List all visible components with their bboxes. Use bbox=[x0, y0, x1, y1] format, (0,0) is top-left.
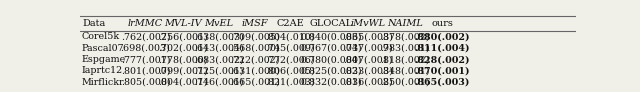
Text: .638(.003): .638(.003) bbox=[194, 32, 244, 41]
Text: iMSF: iMSF bbox=[241, 19, 268, 28]
Text: Corel5k: Corel5k bbox=[82, 32, 120, 41]
Text: .756(.001): .756(.001) bbox=[158, 32, 207, 41]
Text: .778(.000): .778(.000) bbox=[158, 55, 207, 64]
Text: .880(.002): .880(.002) bbox=[414, 32, 470, 41]
Text: .828(.002): .828(.002) bbox=[414, 55, 470, 64]
Text: .709(.005): .709(.005) bbox=[230, 32, 280, 41]
Text: 0.825(0.002): 0.825(0.002) bbox=[300, 66, 362, 75]
Text: .665(.001): .665(.001) bbox=[230, 78, 280, 87]
Text: .818(.002): .818(.002) bbox=[380, 55, 429, 64]
Text: .804(.001): .804(.001) bbox=[158, 78, 207, 87]
Text: .722(.002): .722(.002) bbox=[230, 55, 279, 64]
Text: Espgame: Espgame bbox=[82, 55, 126, 64]
Text: iMvWL: iMvWL bbox=[350, 19, 385, 28]
Text: .806(.005): .806(.005) bbox=[266, 66, 315, 75]
Text: .870(.001): .870(.001) bbox=[414, 66, 470, 75]
Text: .631(.000): .631(.000) bbox=[230, 66, 280, 75]
Text: 0.780(0.004): 0.780(0.004) bbox=[300, 55, 362, 64]
Text: .801(.000): .801(.000) bbox=[121, 66, 170, 75]
Text: Mirflickr: Mirflickr bbox=[82, 78, 125, 87]
Text: 0.840(0.003): 0.840(0.003) bbox=[300, 32, 362, 41]
Text: .777(.001): .777(.001) bbox=[121, 55, 170, 64]
Text: .833(.003): .833(.003) bbox=[343, 66, 392, 75]
Text: .850(.001): .850(.001) bbox=[380, 78, 429, 87]
Text: GLOCAL: GLOCAL bbox=[309, 19, 353, 28]
Text: Iaprtc12: Iaprtc12 bbox=[82, 66, 123, 75]
Text: .865(.003): .865(.003) bbox=[414, 78, 470, 87]
Text: .836(.002): .836(.002) bbox=[343, 78, 392, 87]
Text: .762(.002): .762(.002) bbox=[121, 32, 170, 41]
Text: MVL-IV: MVL-IV bbox=[164, 19, 202, 28]
Text: .643(.004): .643(.004) bbox=[194, 44, 244, 53]
Text: .698(.003): .698(.003) bbox=[120, 44, 170, 53]
Text: .804(.010): .804(.010) bbox=[266, 32, 315, 41]
Text: .878(.002): .878(.002) bbox=[380, 32, 429, 41]
Text: .702(.001): .702(.001) bbox=[158, 44, 207, 53]
Text: Pascal07: Pascal07 bbox=[82, 44, 125, 53]
Text: .805(.000): .805(.000) bbox=[121, 78, 170, 87]
Text: .772(.006): .772(.006) bbox=[266, 55, 315, 64]
Text: Data: Data bbox=[82, 19, 105, 28]
Text: C2AE: C2AE bbox=[276, 19, 304, 28]
Text: ours: ours bbox=[431, 19, 453, 28]
Text: 0.767(0.004): 0.767(0.004) bbox=[300, 44, 362, 53]
Text: .799(.001): .799(.001) bbox=[158, 66, 207, 75]
Text: .865(.003): .865(.003) bbox=[343, 32, 392, 41]
Text: .848(.001): .848(.001) bbox=[380, 66, 429, 75]
Text: lrMMC: lrMMC bbox=[128, 19, 163, 28]
Text: .807(.001): .807(.001) bbox=[343, 55, 392, 64]
Text: MvEL: MvEL bbox=[204, 19, 234, 28]
Text: 0.832(0.001): 0.832(0.001) bbox=[300, 78, 362, 87]
Text: NAIML: NAIML bbox=[387, 19, 423, 28]
Text: .683(.002): .683(.002) bbox=[194, 55, 244, 64]
Text: .568(.000): .568(.000) bbox=[230, 44, 280, 53]
Text: .746(.001): .746(.001) bbox=[194, 78, 244, 87]
Text: .783(.001): .783(.001) bbox=[380, 44, 429, 53]
Text: .737(.009): .737(.009) bbox=[343, 44, 392, 53]
Text: .811(.004): .811(.004) bbox=[414, 44, 470, 53]
Text: .745(.009): .745(.009) bbox=[266, 44, 315, 53]
Text: .725(.001): .725(.001) bbox=[194, 66, 244, 75]
Text: .821(.003): .821(.003) bbox=[266, 78, 315, 87]
